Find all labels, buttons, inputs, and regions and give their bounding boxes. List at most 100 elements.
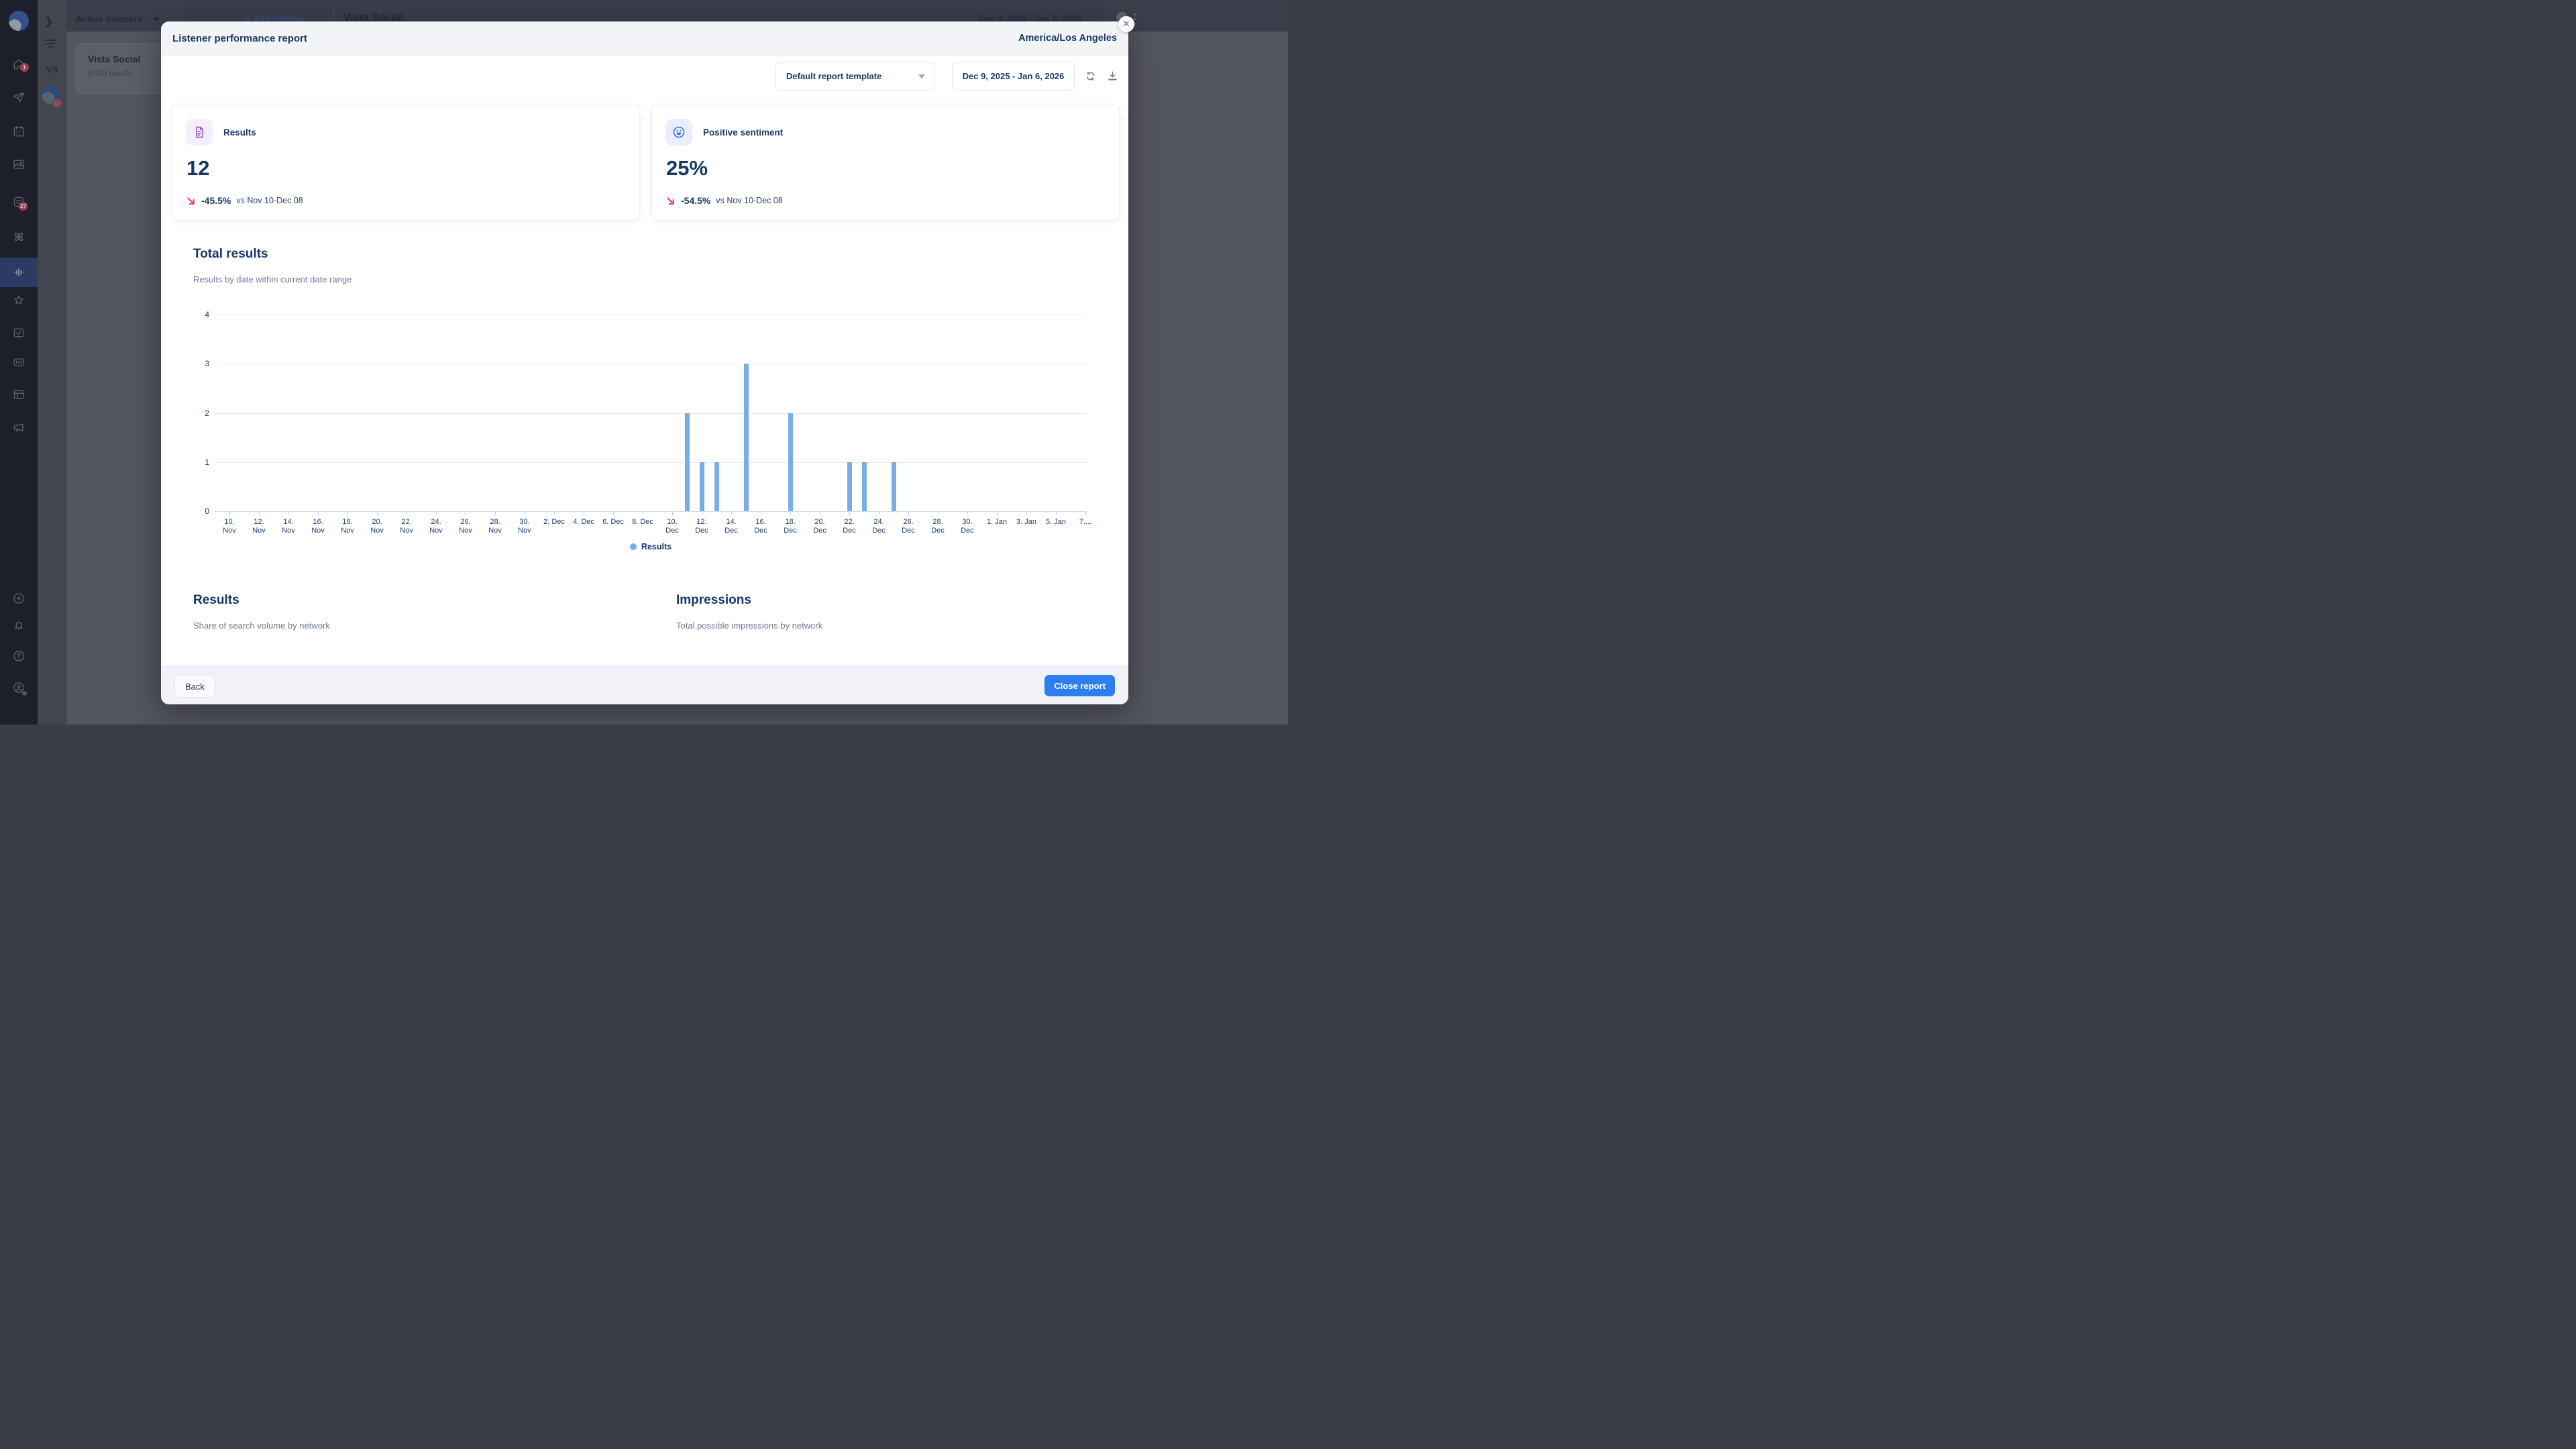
x-axis-label: 8. Dec [632, 518, 653, 526]
stat-value: 25% [666, 156, 708, 180]
x-axis-label: 20. Nov [370, 518, 384, 535]
atom-icon [14, 232, 23, 241]
sidebar-item-calendar[interactable] [0, 118, 38, 145]
trend-down-icon [667, 197, 674, 205]
download-icon [1108, 70, 1117, 80]
sentiment-stat-card: Positive sentiment 25% -54.5% vs Nov 10-… [651, 105, 1120, 221]
app-logo[interactable] [9, 11, 29, 31]
x-axis-tick [1056, 512, 1057, 515]
sidebar-item-reports[interactable] [0, 349, 38, 376]
close-report-button[interactable]: Close report [1044, 675, 1115, 696]
gridline-y0 [215, 511, 1087, 512]
topbar-divider [333, 9, 334, 24]
gridline-y1 [215, 462, 1087, 463]
x-axis-tick [495, 512, 496, 515]
user-circle-icon [13, 682, 24, 693]
x-axis-tick [849, 512, 850, 515]
stat-compare: vs Nov 10-Dec 08 [236, 196, 303, 205]
back-button[interactable]: Back [174, 675, 215, 698]
stat-compare: vs Nov 10-Dec 08 [716, 196, 783, 205]
sidebar-item-dashboard[interactable] [0, 381, 38, 408]
expand-panel-icon[interactable]: ❯ [44, 16, 54, 28]
x-axis-tick [377, 512, 378, 515]
sidebar-item-home[interactable]: 1 [0, 51, 38, 78]
results-icon-tile [186, 119, 213, 146]
sidebar-item-listening-active[interactable] [0, 258, 38, 287]
bar-dec-18[interactable] [788, 413, 793, 511]
refresh-button[interactable] [1080, 66, 1100, 86]
chart-plot: 10. Nov 12. Nov 14. Nov 16. Nov 18. Nov 20. Nov 22. N… [188, 309, 1100, 564]
bar-dec-23[interactable] [861, 462, 867, 511]
results-stat-card: Results 12 -45.5% vs Nov 10-Dec 08 [172, 105, 640, 221]
x-axis-label: 28. Dec [931, 518, 945, 535]
help-circle-icon [13, 651, 24, 661]
active-listeners-dropdown[interactable]: Active listeners [76, 14, 143, 24]
send-icon [13, 92, 25, 103]
x-axis-label: 5. Jan [1046, 518, 1066, 526]
smiley-icon [673, 126, 685, 138]
report-template-select[interactable]: Default report template [775, 62, 935, 91]
x-axis-tick [347, 512, 348, 515]
bar-dec-15[interactable] [743, 364, 749, 511]
sidebar-item-advocacy[interactable] [0, 414, 38, 441]
modal-footer: Back Close report [161, 665, 1128, 704]
inbox-badge: 27 [19, 202, 28, 211]
x-axis-label: 30. Dec [961, 518, 974, 535]
screen: Active listeners + Add listener Vista So… [0, 0, 1288, 724]
chevron-down-icon [918, 74, 925, 78]
trend-down-icon [187, 197, 195, 205]
x-axis-label: 7.... [1079, 518, 1092, 526]
online-status-dot [22, 691, 27, 696]
bar-dec-11[interactable] [684, 413, 690, 511]
x-axis-label: 26. Dec [902, 518, 915, 535]
bar-dec-12[interactable] [699, 462, 704, 511]
kebab-menu-icon[interactable] [1134, 11, 1136, 28]
listener-card-results: 9,033 results [88, 70, 132, 78]
sidebar-item-publish[interactable] [0, 84, 38, 111]
x-axis-label: 28. Nov [488, 518, 502, 535]
total-results-title: Total results [193, 247, 268, 261]
filter-icon[interactable] [44, 38, 57, 48]
sidebar-item-help[interactable] [0, 643, 38, 669]
total-results-subtitle: Results by date within current date rang… [193, 274, 352, 284]
bar-dec-22[interactable] [847, 462, 852, 511]
y-axis-label: 3 [205, 359, 209, 369]
download-button[interactable] [1102, 66, 1122, 86]
x-axis-label: 16. Nov [311, 518, 325, 535]
x-axis-label: 20. Dec [813, 518, 826, 535]
y-axis-label: 4 [205, 310, 209, 319]
stat-delta: -45.5% [201, 195, 231, 206]
waveform-icon [13, 268, 24, 276]
stat-label: Positive sentiment [703, 127, 784, 138]
x-axis-label: 10. Dec [665, 518, 679, 535]
listener-card[interactable] [75, 43, 177, 94]
sidebar-item-create[interactable] [0, 585, 38, 612]
sidebar-item-account[interactable] [0, 674, 38, 701]
x-axis-label: 22. Nov [400, 518, 413, 535]
close-modal-button[interactable]: ✕ [1118, 16, 1134, 32]
page-title: Vista Social [343, 12, 404, 23]
x-axis-label: 24. Nov [429, 518, 443, 535]
bar-dec-13[interactable] [714, 462, 719, 511]
document-icon [196, 126, 203, 138]
chart-legend[interactable]: Results [215, 542, 1087, 551]
date-range-button[interactable]: Dec 9, 2025 - Jan 6, 2026 [952, 62, 1075, 91]
y-axis-label: 2 [205, 408, 209, 418]
background-date-range[interactable]: Dec 9, 2025 - Jan 6, 2026 [979, 13, 1081, 23]
x-axis-tick [967, 512, 968, 515]
sidebar-item-tasks[interactable] [0, 319, 38, 346]
bar-dec-25[interactable] [891, 462, 896, 511]
stat-delta: -54.5% [681, 195, 711, 206]
sidebar-item-inbox[interactable]: 27 [0, 189, 38, 215]
sidebar-item-favorites[interactable] [0, 287, 38, 314]
total-results-chart: 0 1 2 3 4 10. Nov 12. Nov 14. Nov 16. Nov 18. Nov 20. N… [188, 309, 1100, 564]
sidebar-item-notifications[interactable] [0, 612, 38, 639]
listener-performance-modal: Listener performance report America/Los … [161, 21, 1128, 704]
x-axis-tick [672, 512, 673, 515]
layout-icon [13, 390, 24, 399]
x-axis-label: 14. Nov [282, 518, 295, 535]
x-axis-label: 14. Dec [724, 518, 738, 535]
x-axis-label: 30. Nov [518, 518, 531, 535]
sidebar-item-media[interactable] [0, 151, 38, 178]
sidebar-item-automation[interactable] [0, 223, 38, 250]
